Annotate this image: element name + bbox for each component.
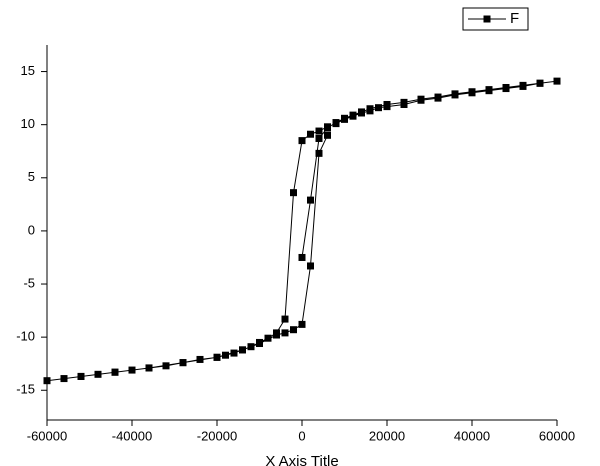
marker [298, 137, 306, 145]
marker [341, 115, 348, 123]
marker [213, 353, 221, 361]
x-tick-label: -40000 [112, 428, 152, 443]
legend-marker [483, 15, 491, 23]
marker [349, 112, 357, 120]
marker [145, 364, 153, 372]
marker [400, 100, 408, 108]
marker [264, 334, 272, 342]
marker [77, 372, 85, 380]
marker [239, 346, 246, 354]
x-tick-label: -60000 [27, 428, 67, 443]
marker [307, 130, 314, 138]
legend-label: F [510, 10, 519, 27]
marker [60, 375, 68, 383]
x-tick-label: 40000 [454, 428, 490, 443]
marker [162, 362, 170, 370]
marker [196, 355, 204, 363]
marker [222, 351, 229, 359]
marker [451, 91, 459, 99]
marker [434, 94, 442, 102]
y-tick-label: -5 [23, 275, 35, 290]
legend-box [462, 7, 529, 31]
marker [111, 368, 119, 376]
marker [383, 103, 391, 111]
y-tick-label: 10 [21, 116, 35, 131]
marker [247, 343, 255, 351]
marker [358, 109, 365, 117]
marker [230, 349, 238, 357]
marker [315, 134, 323, 142]
marker [324, 131, 331, 139]
x-tick-label: 0 [298, 428, 305, 443]
x-tick-label: 20000 [369, 428, 405, 443]
marker [43, 377, 51, 385]
marker [519, 82, 527, 90]
marker [179, 359, 187, 367]
x-tick-label: 60000 [539, 428, 575, 443]
marker [553, 77, 561, 85]
marker [290, 189, 297, 197]
marker [324, 123, 331, 131]
marker [281, 329, 289, 337]
marker [307, 196, 314, 204]
marker [290, 326, 297, 334]
marker [298, 320, 306, 328]
y-tick-label: -15 [16, 382, 35, 397]
marker [485, 87, 493, 95]
marker [281, 315, 289, 323]
y-tick-label: 5 [28, 169, 35, 184]
marker [315, 127, 323, 135]
y-tick-label: 15 [21, 63, 35, 78]
marker [417, 96, 425, 104]
marker [315, 149, 323, 157]
marker [273, 331, 280, 339]
y-tick-label: -10 [16, 329, 35, 344]
marker [502, 85, 510, 93]
marker [128, 366, 136, 374]
y-tick-label: 0 [28, 222, 35, 237]
marker [536, 79, 544, 87]
marker [332, 120, 340, 128]
marker [468, 89, 476, 97]
x-tick-label: -20000 [197, 428, 237, 443]
marker [375, 104, 382, 112]
x-axis-title: X Axis Title [265, 453, 338, 466]
marker [307, 262, 314, 270]
series-line [46, 80, 558, 382]
marker [298, 253, 306, 261]
marker [366, 107, 374, 115]
marker [256, 340, 263, 348]
marker [94, 370, 102, 378]
